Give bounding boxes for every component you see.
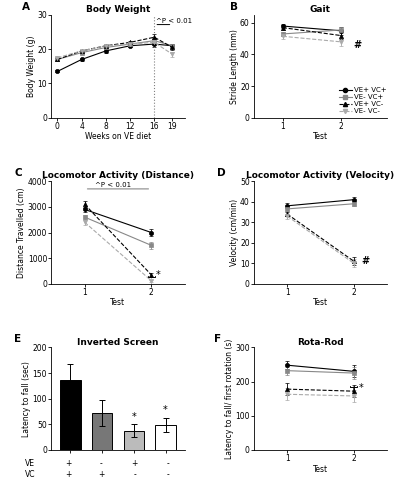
- Text: -: -: [133, 470, 136, 478]
- Text: +: +: [98, 470, 105, 478]
- X-axis label: Test: Test: [111, 298, 126, 308]
- Y-axis label: Stride Length (mm): Stride Length (mm): [229, 29, 239, 104]
- Y-axis label: Latency to fall (sec): Latency to fall (sec): [22, 361, 31, 436]
- Text: VC: VC: [25, 470, 36, 478]
- Bar: [60, 380, 81, 450]
- Title: Rota-Rod: Rota-Rod: [297, 338, 344, 346]
- Text: ^P < 0.01: ^P < 0.01: [156, 18, 192, 24]
- Text: *: *: [358, 383, 363, 393]
- Text: +: +: [65, 460, 71, 468]
- Y-axis label: Velocity (cm/min): Velocity (cm/min): [229, 199, 239, 266]
- Text: F: F: [214, 334, 221, 344]
- Text: -: -: [167, 470, 169, 478]
- Bar: [124, 430, 144, 450]
- Title: Gait: Gait: [310, 5, 331, 14]
- Text: #: #: [354, 40, 362, 50]
- Text: B: B: [230, 2, 238, 12]
- Text: *: *: [163, 405, 168, 415]
- X-axis label: Test: Test: [313, 298, 328, 308]
- Text: -: -: [167, 460, 169, 468]
- Text: A: A: [22, 2, 30, 12]
- Title: Body Weight: Body Weight: [86, 5, 150, 14]
- Text: +: +: [132, 460, 138, 468]
- Text: #: #: [362, 256, 370, 266]
- Y-axis label: Latency to fall/ first rotation (s): Latency to fall/ first rotation (s): [225, 338, 234, 459]
- Text: VE: VE: [25, 460, 36, 468]
- Bar: [92, 413, 113, 450]
- Y-axis label: Body Weight (g): Body Weight (g): [27, 36, 36, 97]
- X-axis label: Test: Test: [313, 132, 328, 141]
- Text: -: -: [100, 460, 103, 468]
- Text: C: C: [14, 168, 22, 178]
- Text: *: *: [156, 270, 161, 280]
- Legend: VE+ VC+, VE- VC+, VE+ VC-, VE- VC-: VE+ VC+, VE- VC+, VE+ VC-, VE- VC-: [339, 87, 386, 114]
- Text: ^P < 0.01: ^P < 0.01: [95, 182, 131, 188]
- Text: *: *: [132, 412, 136, 422]
- Bar: [155, 425, 176, 450]
- Title: Locomotor Activity (Velocity): Locomotor Activity (Velocity): [246, 172, 395, 180]
- Title: Inverted Screen: Inverted Screen: [77, 338, 159, 346]
- Y-axis label: Distance Travelled (cm): Distance Travelled (cm): [17, 187, 26, 278]
- X-axis label: Test: Test: [313, 464, 328, 473]
- Text: +: +: [65, 470, 71, 478]
- X-axis label: Weeks on VE diet: Weeks on VE diet: [85, 132, 151, 141]
- Text: E: E: [14, 334, 21, 344]
- Text: D: D: [216, 168, 225, 178]
- Title: Locomotor Activity (Distance): Locomotor Activity (Distance): [42, 172, 194, 180]
